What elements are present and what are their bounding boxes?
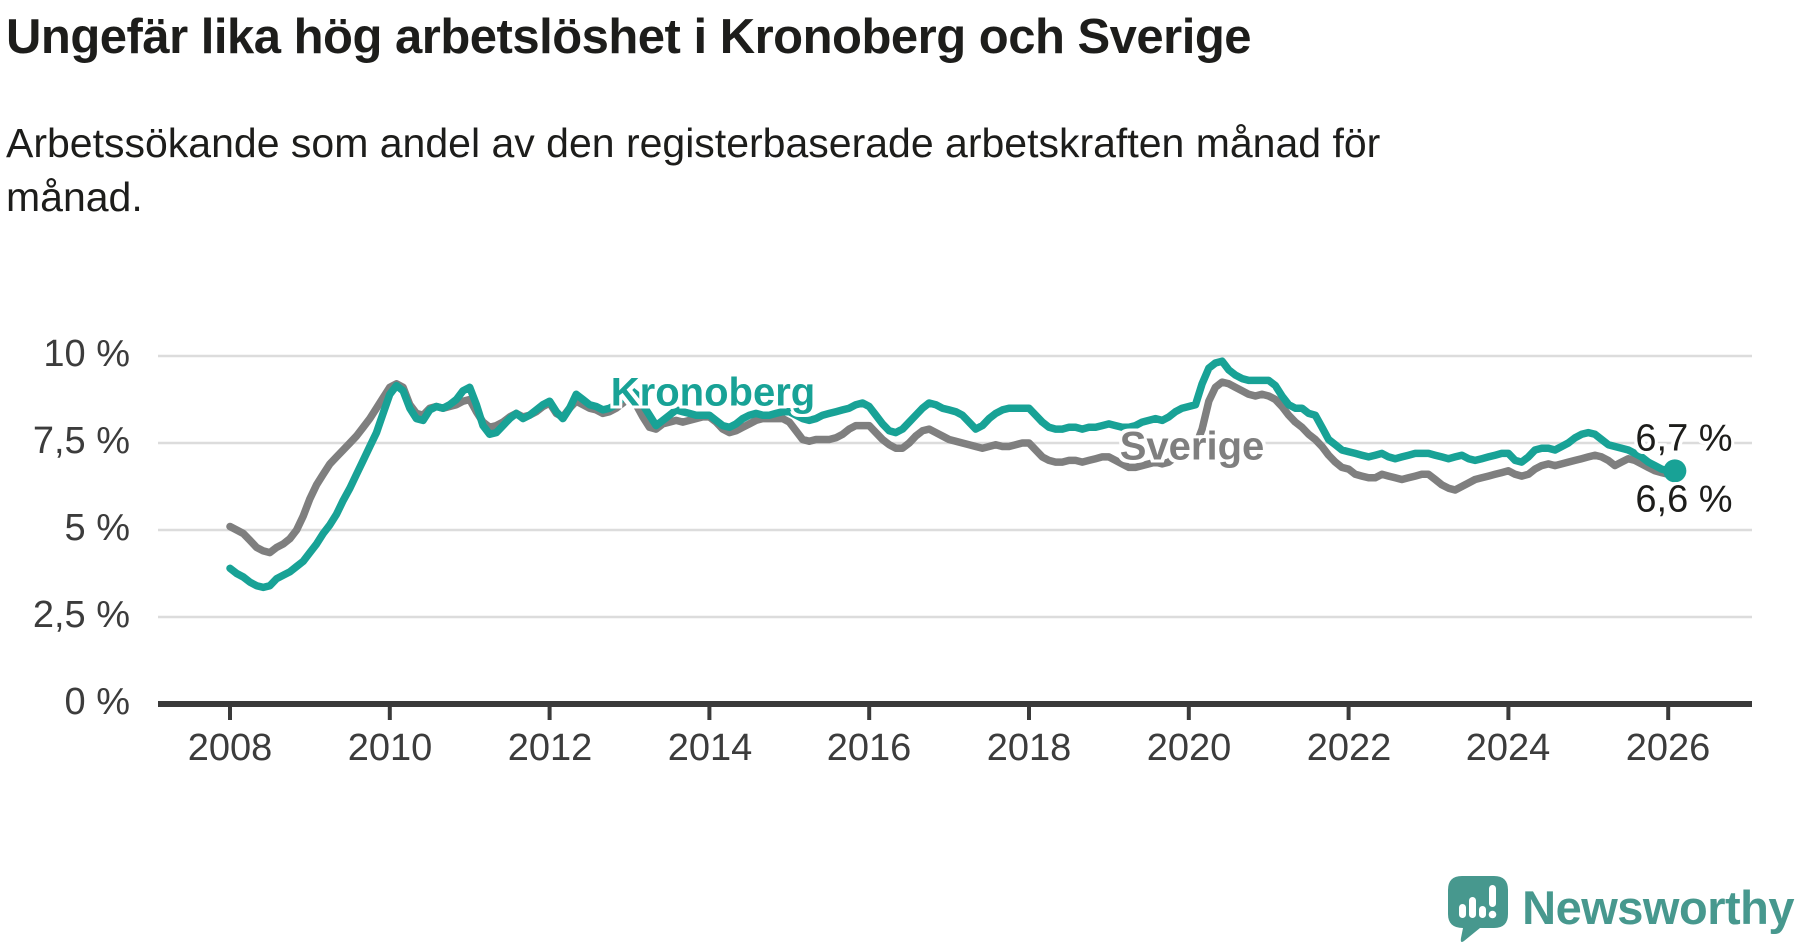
sverige-series-label: Sverige [1119, 424, 1265, 469]
y-tick-2-5: 2,5 % [32, 594, 130, 637]
bar-2 [1469, 897, 1477, 918]
newsworthy-logo: Newsworthy [1448, 876, 1794, 942]
x-tick-2018: 2018 [986, 727, 1072, 769]
brand-name: Newsworthy [1522, 880, 1794, 934]
kronoberg-end-value: 6,7 % [1635, 417, 1733, 460]
x-tick-2012: 2012 [507, 727, 593, 769]
x-tick-2010: 2010 [347, 727, 433, 769]
x-tick-2026: 2026 [1625, 727, 1711, 769]
x-tick-2022: 2022 [1306, 727, 1392, 769]
x-tick-2008: 2008 [187, 727, 273, 769]
kronoberg-end-dot [1663, 459, 1687, 483]
exclamation-bar [1489, 885, 1497, 907]
x-tick-2014: 2014 [667, 727, 753, 769]
y-tick-10: 10 % [43, 333, 130, 376]
y-tick-0: 0 % [64, 681, 130, 724]
x-axis [158, 701, 1752, 720]
exclamation-dot [1488, 910, 1497, 919]
bar-1 [1459, 904, 1467, 918]
y-tick-5: 5 % [64, 507, 130, 550]
sverige-end-value: 6,6 % [1635, 478, 1733, 521]
kronoberg-series-label: Kronoberg [610, 370, 816, 415]
newsworthy-bubble-icon [1448, 876, 1509, 942]
page-title: Ungefär lika hög arbetslöshet i Kronober… [6, 10, 1252, 64]
sverige-line [226, 378, 1679, 557]
chart-subtitle: Arbetssökande som andel av den registerb… [6, 120, 1381, 221]
x-tick-2020: 2020 [1146, 727, 1232, 769]
bar-3 [1479, 906, 1487, 918]
gridlines [158, 354, 1752, 619]
y-tick-7-5: 7,5 % [32, 420, 130, 463]
x-tick-2016: 2016 [826, 727, 912, 769]
kronoberg-line [226, 357, 1679, 592]
x-tick-2024: 2024 [1465, 727, 1551, 769]
speech-bubble-shape [1448, 876, 1509, 942]
